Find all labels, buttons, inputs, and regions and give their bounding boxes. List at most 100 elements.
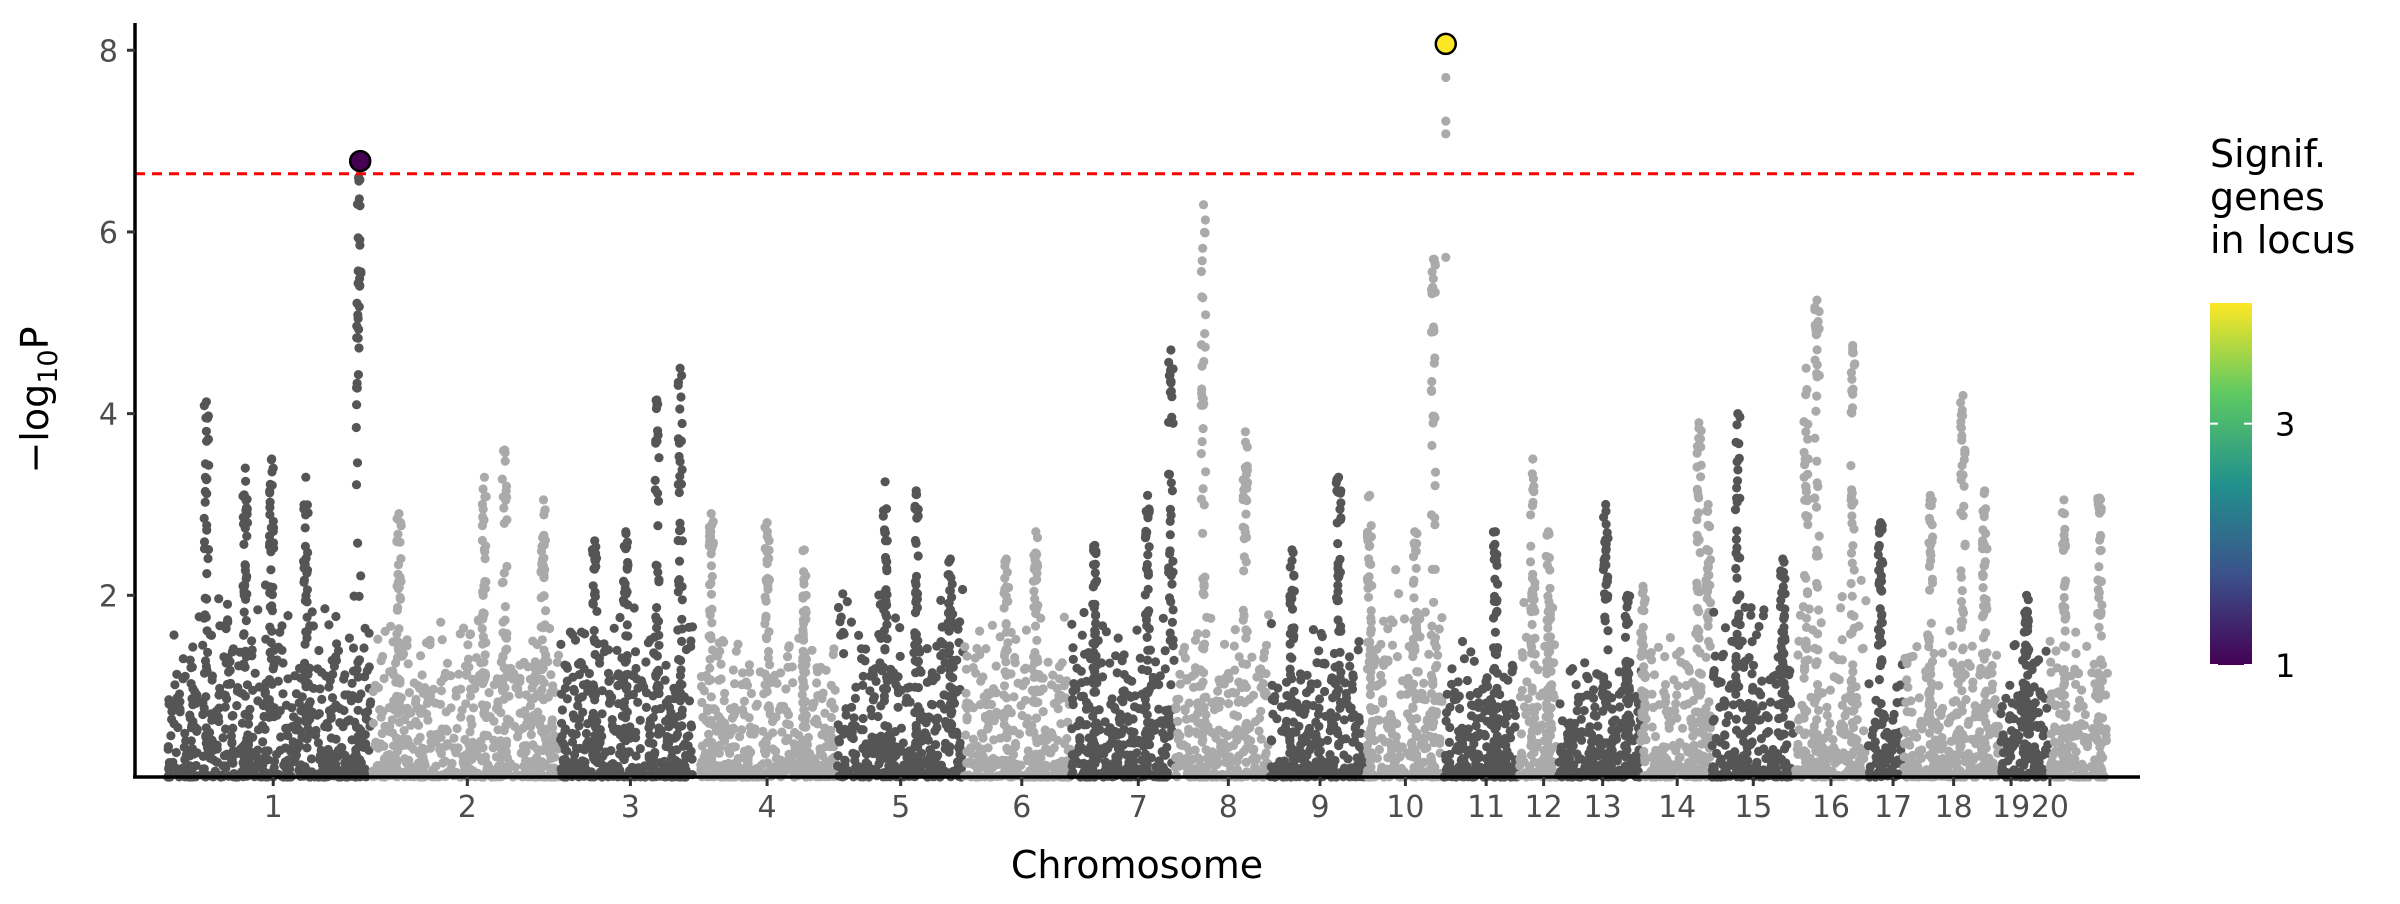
snp-point <box>590 649 600 660</box>
snp-point <box>1067 724 1077 734</box>
snp-point <box>1014 760 1024 770</box>
chromosome-7-points <box>1067 345 1179 782</box>
snp-point <box>839 629 849 639</box>
snp-point <box>489 680 499 690</box>
snp-point <box>952 757 963 767</box>
snp-point <box>264 675 275 685</box>
snp-point <box>1030 621 1041 631</box>
snp-point <box>760 592 770 602</box>
snp-point <box>351 480 362 490</box>
snp-point <box>320 604 330 614</box>
snp-point <box>735 732 745 742</box>
snp-point <box>200 610 210 620</box>
snp-point <box>188 683 198 694</box>
snp-point <box>1230 665 1240 675</box>
snp-point <box>1195 761 1205 771</box>
snp-point <box>1182 674 1192 684</box>
snp-point <box>1408 702 1418 712</box>
snp-point <box>1242 718 1252 728</box>
snp-point <box>792 749 803 759</box>
snp-point <box>648 739 658 749</box>
snp-point <box>1424 649 1434 660</box>
snp-point <box>1202 612 1212 622</box>
snp-point <box>266 565 276 575</box>
snp-point <box>771 746 781 756</box>
snp-point <box>1166 378 1176 388</box>
snp-point <box>549 763 559 773</box>
snp-point <box>730 679 740 689</box>
snp-point <box>199 513 209 524</box>
snp-point <box>719 696 729 706</box>
snp-point <box>946 672 957 682</box>
snp-point <box>430 698 440 708</box>
snp-point <box>578 707 588 717</box>
snp-point <box>302 612 312 622</box>
snp-point <box>1000 584 1010 594</box>
snp-point <box>1428 722 1438 732</box>
snp-point <box>999 681 1010 691</box>
snp-point <box>190 722 201 733</box>
snp-point <box>673 434 684 444</box>
snp-point <box>1105 658 1115 668</box>
snp-point <box>1366 532 1376 542</box>
snp-point <box>968 734 979 744</box>
snp-point <box>801 608 811 618</box>
snp-point <box>661 660 671 670</box>
snp-point <box>519 709 529 719</box>
snp-point <box>705 654 715 664</box>
snp-point <box>500 456 510 466</box>
snp-point <box>447 758 457 769</box>
snp-point <box>1178 647 1188 658</box>
snp-point <box>356 689 366 699</box>
snp-point <box>173 722 183 733</box>
snp-point <box>913 751 924 762</box>
snp-point <box>575 743 585 754</box>
snp-point <box>1184 724 1194 734</box>
snp-point <box>704 729 714 739</box>
snp-point <box>740 753 750 764</box>
snp-point <box>377 728 387 739</box>
snp-point <box>404 688 414 698</box>
snp-point <box>1365 490 1375 500</box>
snp-point <box>1285 737 1295 747</box>
snp-point <box>500 445 510 455</box>
snp-point <box>242 765 252 776</box>
snp-point <box>301 682 311 692</box>
snp-point <box>890 745 900 756</box>
snp-point <box>422 709 432 719</box>
snp-point <box>467 754 477 764</box>
snp-point <box>1032 635 1042 646</box>
snp-point <box>912 603 922 613</box>
snp-point <box>750 724 760 734</box>
snp-points <box>163 72 2112 782</box>
snp-point <box>1408 578 1418 588</box>
snp-point <box>354 591 364 602</box>
chromosome-10-points <box>1362 254 1447 782</box>
snp-point <box>512 732 523 742</box>
snp-point <box>913 683 924 693</box>
snp-point <box>819 766 830 777</box>
snp-point <box>1168 641 1178 651</box>
snp-point <box>332 639 342 649</box>
snp-point <box>1469 656 1479 666</box>
snp-point <box>706 675 716 685</box>
snp-point <box>352 458 363 468</box>
snp-point <box>266 523 276 533</box>
snp-point <box>1032 559 1042 569</box>
snp-point <box>1196 449 1206 459</box>
snp-point <box>477 499 487 509</box>
snp-point <box>1173 716 1183 727</box>
snp-point <box>558 755 568 765</box>
snp-point <box>665 763 675 773</box>
snp-point <box>895 651 905 662</box>
snp-point <box>675 696 685 706</box>
snp-point <box>1109 758 1119 768</box>
snp-point <box>315 751 325 761</box>
snp-point <box>329 661 339 672</box>
snp-point <box>705 762 715 772</box>
snp-point <box>983 724 993 734</box>
snp-point <box>172 669 182 679</box>
snp-point <box>1029 727 1039 737</box>
snp-point <box>1426 385 1436 395</box>
snp-point <box>939 704 950 714</box>
